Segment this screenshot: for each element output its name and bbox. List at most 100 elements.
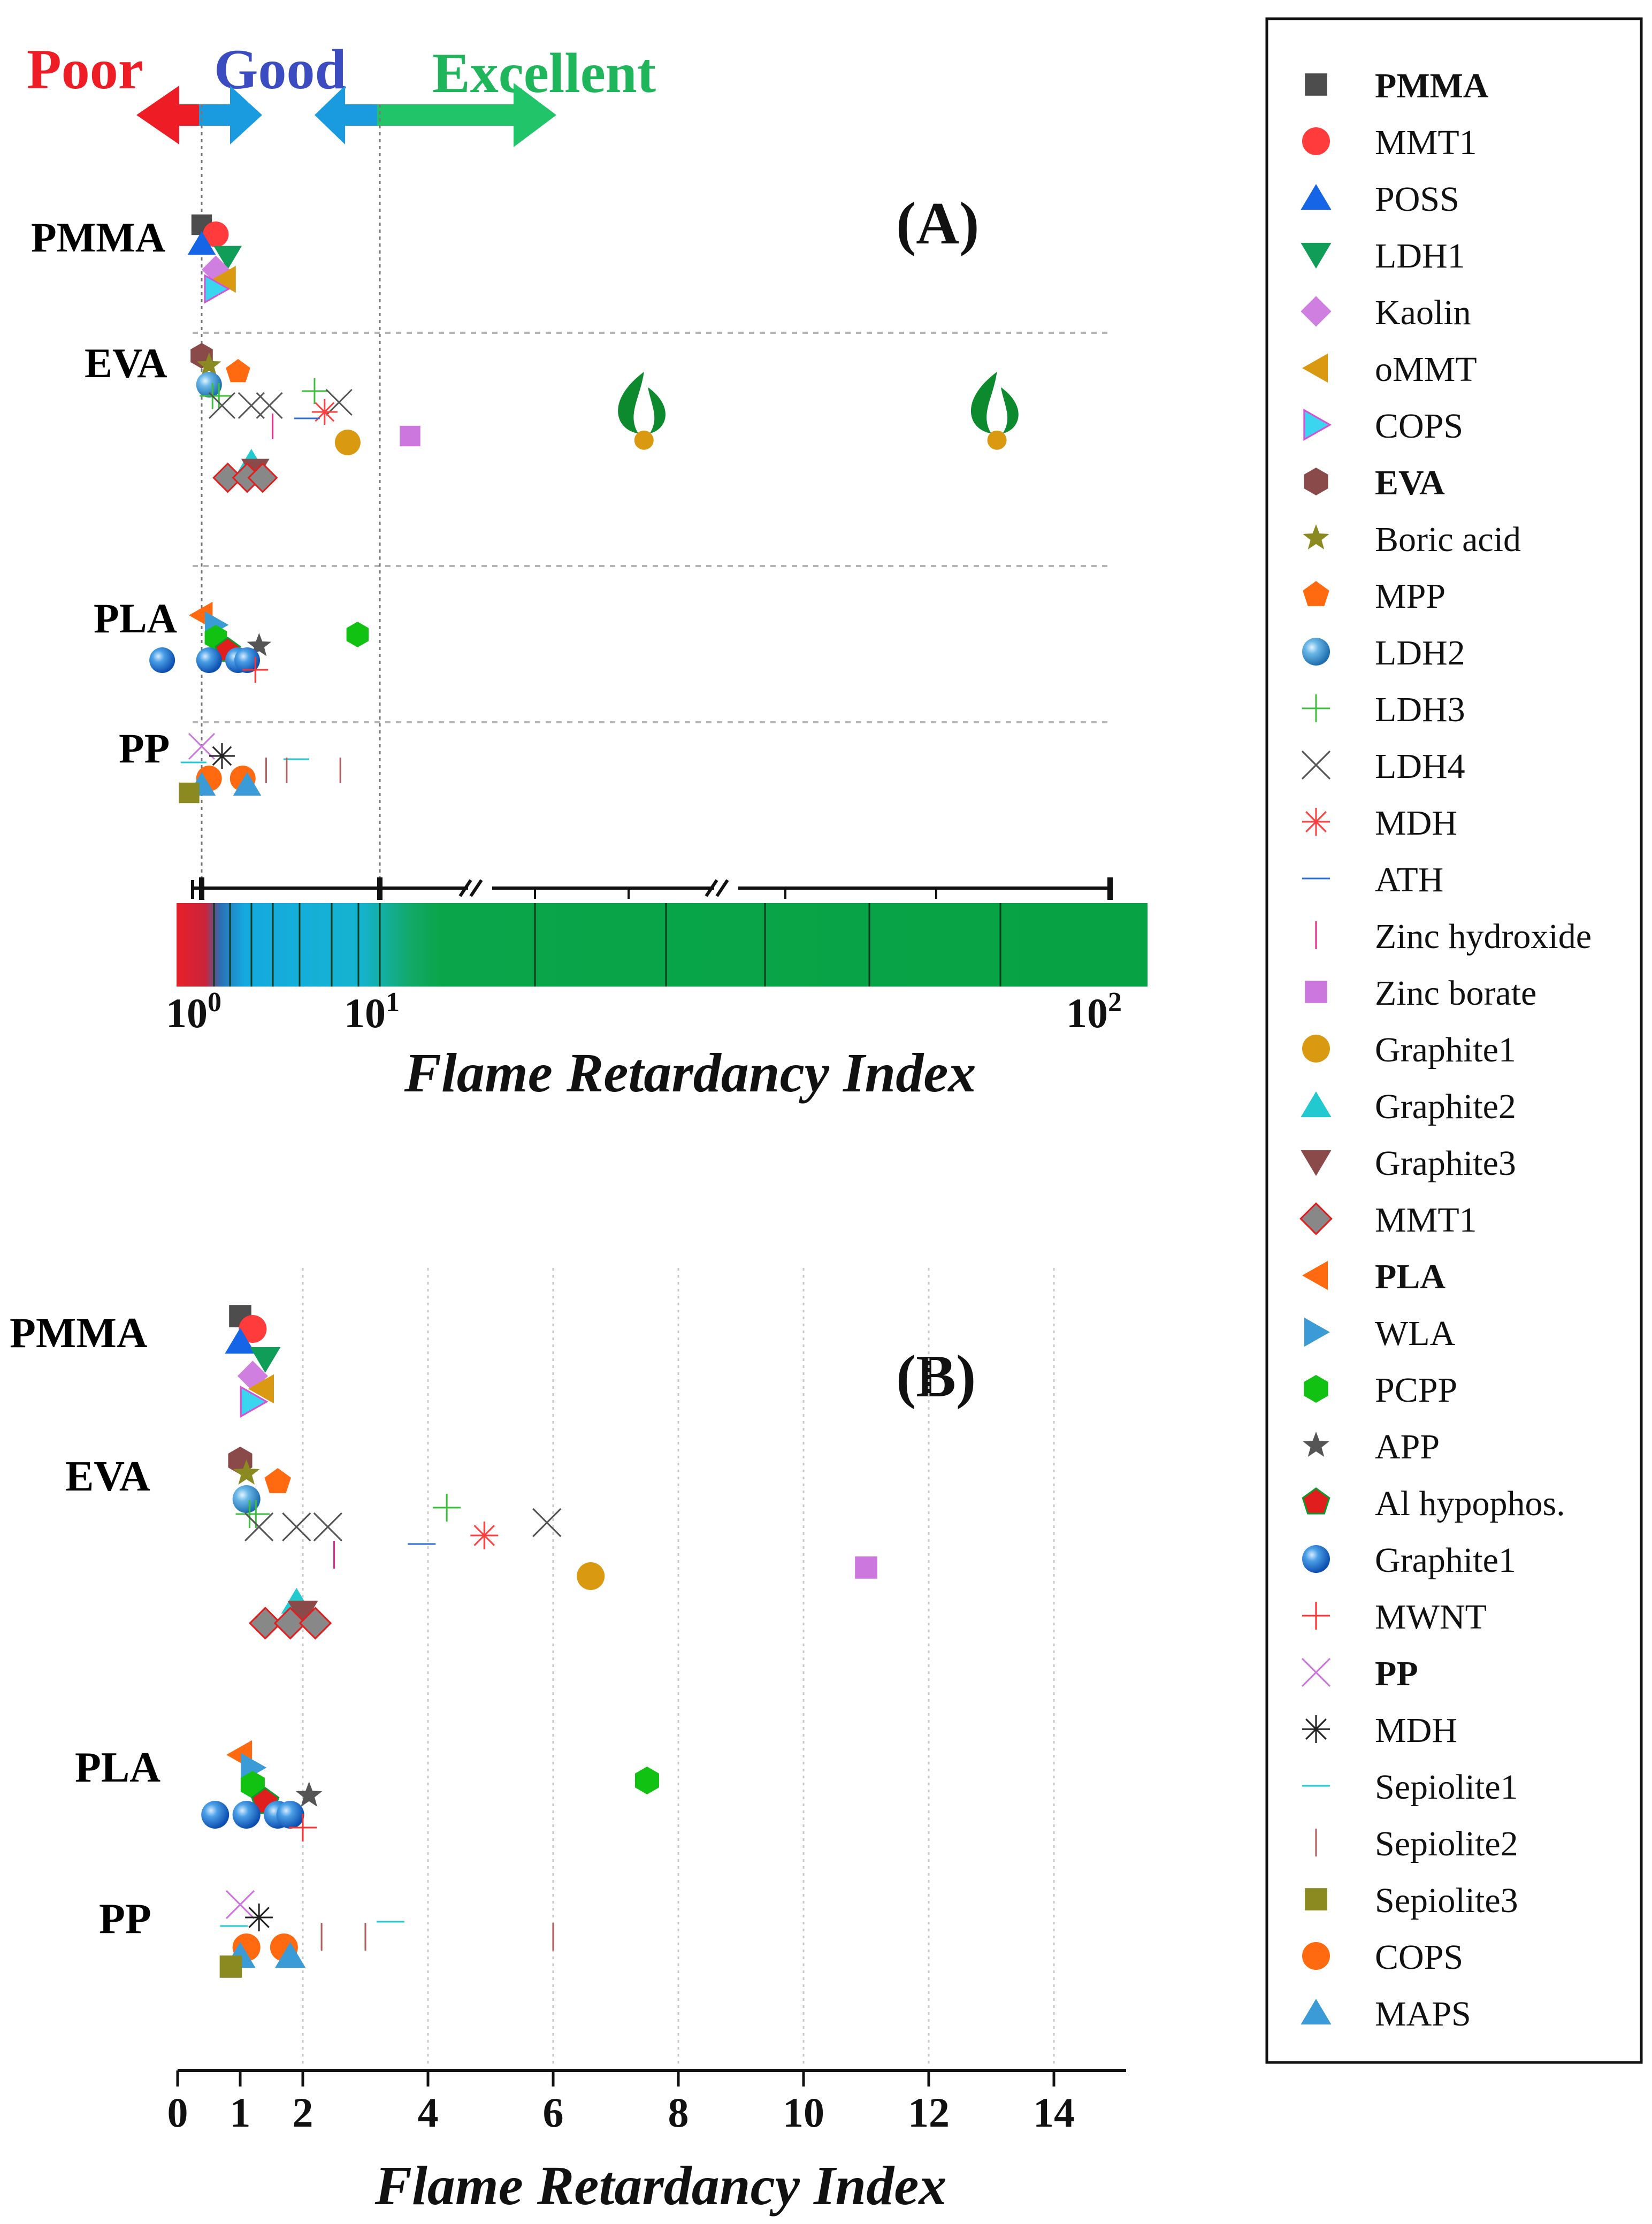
legend-label-boric-acid-8: Boric acid <box>1375 520 1521 559</box>
point-b-pmma-mmt1-1 <box>239 1315 267 1343</box>
legend-label-pcpp-23: PCPP <box>1375 1371 1457 1410</box>
legend-item-wla-22: WLA <box>1304 1314 1456 1353</box>
point-b-eva-zinc-borate-21 <box>855 1556 877 1579</box>
legend-label-mpp-9: MPP <box>1375 577 1446 616</box>
legend-item-mdh-29: MDH <box>1302 1711 1457 1750</box>
group-label-a-pmma: PMMA <box>31 214 165 261</box>
legend-label-pp-28: PP <box>1375 1654 1418 1693</box>
legend-label-wla-22: WLA <box>1375 1314 1456 1353</box>
legend-label-al-hypophos-25: Al hypophos. <box>1375 1484 1565 1523</box>
legend-marker-graphite1-26 <box>1302 1545 1330 1573</box>
legend-label-ommt-5: oMMT <box>1375 350 1477 389</box>
legend-item-eva-7: EVA <box>1304 463 1445 502</box>
legend-marker-mpp-9 <box>1303 581 1329 607</box>
grid-b <box>302 1268 1055 2065</box>
legend-marker-graphite3-19 <box>1301 1150 1332 1176</box>
legend-item-ath-14: ATH <box>1302 860 1443 899</box>
point-a-pp-mdh-42 <box>209 743 235 769</box>
legend-marker-ldh3-11 <box>1302 694 1330 722</box>
point-b-eva-graphite3-24 <box>287 1600 318 1626</box>
legend-label-ldh1-3: LDH1 <box>1375 236 1465 276</box>
legend-item-ldh1-3: LDH1 <box>1301 236 1465 276</box>
legend-label-mdh-13: MDH <box>1375 804 1457 843</box>
point-b-eva-mmt1-26 <box>273 1607 307 1640</box>
point-a-pp-maps-51 <box>233 772 262 796</box>
point-b-pla-mwnt-40 <box>289 1814 317 1841</box>
legend-label-zinc-hydroxide-15: Zinc hydroxide <box>1375 917 1592 956</box>
point-a-eva-ldh4-16 <box>256 392 283 419</box>
legend-item-pmma-0: PMMA <box>1305 66 1489 105</box>
legend-item-al-hypophos-25: Al hypophos. <box>1302 1484 1565 1523</box>
group-label-a-pp: PP <box>119 725 170 771</box>
point-a-pla-graphite1-36 <box>149 647 175 673</box>
legend-marker-zinc-borate-16 <box>1305 981 1327 1003</box>
point-b-pp-pp-41 <box>225 1890 255 1920</box>
point-a-eva-ldh2-10 <box>196 372 222 398</box>
label-poor: Poor <box>27 38 143 101</box>
x-tick-label-b-0: 0 <box>167 2089 188 2136</box>
legend-item-maps-34: MAPS <box>1301 1994 1471 2034</box>
markers-b <box>201 1305 877 1978</box>
legend-item-zinc-hydroxide-15: Zinc hydroxide <box>1315 917 1592 956</box>
point-b-eva-mmt1-27 <box>299 1607 332 1640</box>
legend-label-zinc-borate-16: Zinc borate <box>1375 974 1536 1013</box>
legend-marker-mdh-29 <box>1302 1715 1330 1743</box>
point-b-eva-ldh4-14 <box>244 1512 274 1542</box>
point-b-pmma-poss-2 <box>225 1328 256 1354</box>
group-label-b-pla: PLA <box>75 1744 160 1791</box>
point-b-eva-mmt1-25 <box>248 1607 282 1640</box>
point-b-eva-ldh2-10 <box>232 1485 261 1513</box>
label-excellent: Excellent <box>432 42 656 104</box>
legend-label-graphite1-17: Graphite1 <box>1375 1030 1516 1069</box>
legend-item-sepiolite1-30: Sepiolite1 <box>1302 1768 1518 1807</box>
group-label-b-pmma: PMMA <box>10 1310 148 1357</box>
legend-marker-graphite2-18 <box>1301 1091 1332 1118</box>
point-a-pp-sepiolite3-52 <box>179 782 200 804</box>
point-a-pla-graphite1-37 <box>196 647 222 673</box>
point-a-eva-zinc-borate-21 <box>400 425 420 447</box>
x-tick-label-b-8: 8 <box>668 2089 689 2136</box>
x-tick-label-b-10: 10 <box>783 2089 824 2136</box>
legend-marker-mmt1-1 <box>1302 127 1330 155</box>
x-axis-title-b: Flame Retardancy Index <box>374 2155 947 2217</box>
legend-marker-boric-acid-8 <box>1303 524 1329 550</box>
legend-item-ldh2-10: LDH2 <box>1302 633 1465 672</box>
legend-label-cops-6: COPS <box>1375 407 1463 446</box>
point-a-pla-graphite1-39 <box>234 647 261 673</box>
legend-marker-graphite1-17 <box>1302 1035 1330 1063</box>
x-tick-label-b-4: 4 <box>418 2089 439 2136</box>
legend-label-sepiolite2-31: Sepiolite2 <box>1375 1824 1518 1863</box>
fri-scale-bar-ticks <box>213 903 1001 987</box>
legend-marker-ldh2-10 <box>1302 638 1330 666</box>
legend-marker-wla-22 <box>1304 1317 1330 1347</box>
legend-label-graphite3-19: Graphite3 <box>1375 1144 1516 1183</box>
legend-marker-pp-28 <box>1301 1657 1331 1687</box>
legend-item-sepiolite2-31: Sepiolite2 <box>1315 1824 1518 1863</box>
panel-a: (A) PMMA EVA PLA PP 100 <box>31 104 1148 1104</box>
point-a-pla-mwnt-40 <box>242 657 269 683</box>
point-a-eva-mpp-9 <box>226 359 250 383</box>
point-b-eva-ldh4-15 <box>282 1512 311 1542</box>
legend-marker-al-hypophos-25 <box>1302 1487 1330 1515</box>
x-tick-label-a-0: 100 <box>166 987 221 1036</box>
legend-marker-ldh4-12 <box>1301 750 1331 780</box>
legend-item-mdh-13: MDH <box>1302 804 1457 843</box>
legend-marker-pla-21 <box>1302 1260 1328 1290</box>
legend-label-maps-34: MAPS <box>1375 1994 1471 2034</box>
legend-item-ldh4-12: LDH4 <box>1301 747 1465 786</box>
group-label-b-eva: EVA <box>65 1453 150 1500</box>
legend-label-sepiolite1-30: Sepiolite1 <box>1375 1768 1518 1807</box>
legend-label-ldh2-10: LDH2 <box>1375 633 1465 672</box>
point-a-eva-graphite1-22 <box>334 430 361 455</box>
legend-marker-mdh-13 <box>1302 808 1330 836</box>
legend-item-graphite2-18: Graphite2 <box>1301 1087 1516 1126</box>
point-a-pp-pp-41 <box>188 732 216 760</box>
legend-label-graphite2-18: Graphite2 <box>1375 1087 1516 1126</box>
x-tick-labels-b: 0 1 2 4 6 8 10 12 14 <box>167 2089 1075 2136</box>
point-a-pmma-cops-6 <box>204 274 231 304</box>
point-a-eva-ldh4-17 <box>325 388 353 416</box>
legend-item-sepiolite3-32: Sepiolite3 <box>1305 1881 1518 1920</box>
point-b-pla-app-34 <box>295 1782 323 1807</box>
group-label-b-pp: PP <box>99 1896 151 1943</box>
